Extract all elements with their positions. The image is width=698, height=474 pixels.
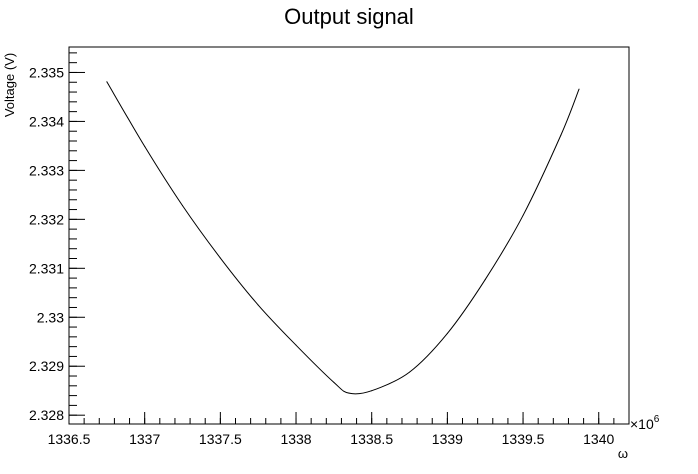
data-point xyxy=(219,257,221,259)
y-tick-label: 2.333 xyxy=(29,162,64,178)
x-tick-label: 1339.5 xyxy=(502,431,545,447)
data-point xyxy=(182,205,184,207)
data-point xyxy=(333,381,335,383)
y-axis-ticks: 2.328 2.329 2.33 2.331 2.332 2.333 2.334 2.335 xyxy=(29,52,85,423)
series-points xyxy=(106,81,580,394)
y-tick-label: 2.331 xyxy=(29,260,64,276)
data-point xyxy=(144,145,146,147)
data-point xyxy=(295,344,297,346)
y-tick-label: 2.334 xyxy=(29,113,64,129)
x-tick-label: 1340 xyxy=(583,431,614,447)
y-axis-label: Voltage (V) xyxy=(2,53,17,117)
x-axis-ticks: 1336.5 1337 1337.5 1338 1338.5 1339 1339.5 1340 xyxy=(48,412,630,447)
data-point xyxy=(522,214,524,216)
data-point xyxy=(446,332,448,334)
data-point xyxy=(348,392,350,394)
x-tick-label: 1338.5 xyxy=(350,431,393,447)
x-tick-label: 1338 xyxy=(280,431,311,447)
data-point xyxy=(257,304,259,306)
y-tick-label: 2.332 xyxy=(29,211,64,227)
x-axis-multiplier-exponent: 6 xyxy=(654,414,660,425)
x-axis-multiplier-base: ×10 xyxy=(630,416,654,432)
data-point xyxy=(409,371,411,373)
x-tick-label: 1337.5 xyxy=(199,431,242,447)
x-tick-label: 1339 xyxy=(432,431,463,447)
y-tick-label: 2.335 xyxy=(29,64,64,80)
data-point xyxy=(560,134,562,136)
plot-frame xyxy=(68,46,630,425)
y-tick-label: 2.329 xyxy=(29,358,64,374)
data-point xyxy=(106,81,108,83)
x-axis-multiplier: ×106 xyxy=(630,414,660,432)
series-line xyxy=(106,81,580,395)
chart-title: Output signal xyxy=(284,4,414,29)
y-tick-label: 2.33 xyxy=(37,309,64,325)
data-point xyxy=(578,88,580,90)
data-point xyxy=(484,279,486,281)
y-tick-label: 2.328 xyxy=(29,407,64,423)
x-tick-label: 1337 xyxy=(129,431,160,447)
x-axis-label: ω xyxy=(618,446,628,461)
data-point xyxy=(371,390,373,392)
x-tick-label: 1336.5 xyxy=(48,431,91,447)
